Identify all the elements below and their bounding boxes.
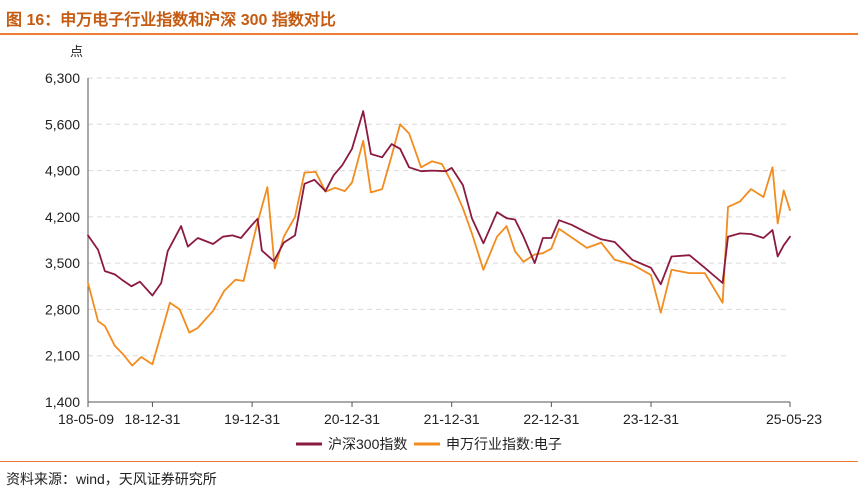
y-tick-label: 4,200 <box>45 209 80 225</box>
title-underline <box>0 33 858 35</box>
y-tick-labels: 1,400 2,100 2,800 3,500 4,200 4,900 5,600 6,300 <box>45 70 80 410</box>
x-tick-label: 21-12-31 <box>424 411 480 427</box>
figure-title: 图 16：申万电子行业指数和沪深 300 指数对比 <box>6 12 336 29</box>
line-chart: 点 1,400 2,100 2,800 3,500 4,200 4,900 5,600 6,3… <box>45 44 822 452</box>
x-tick-label: 25-05-23 <box>766 411 822 427</box>
y-axis-label: 点 <box>70 44 83 59</box>
footer-rule <box>0 461 858 462</box>
axes: 点 <box>70 44 791 407</box>
series-lines <box>87 110 791 367</box>
y-tick-label: 6,300 <box>45 70 80 86</box>
y-tick-label: 1,400 <box>45 394 80 410</box>
x-tick-label: 18-05-09 <box>58 411 114 427</box>
series-line-hs300 <box>87 110 791 297</box>
legend: 沪深300指数 申万行业指数:电子 <box>296 436 562 452</box>
y-tick-label: 4,900 <box>45 163 80 179</box>
x-tick-label: 19-12-31 <box>224 411 280 427</box>
y-tick-label: 5,600 <box>45 116 80 132</box>
y-tick-label: 3,500 <box>45 255 80 271</box>
source-note: 资料来源：wind，天风证券研究所 <box>6 471 217 487</box>
x-tick-label: 22-12-31 <box>523 411 579 427</box>
series-line-sw-electronics <box>87 123 791 367</box>
x-tick-label: 23-12-31 <box>623 411 679 427</box>
legend-label-hs300: 沪深300指数 <box>328 436 407 452</box>
x-tick-labels: 18-05-09 18-12-31 19-12-31 20-12-31 21-12-31… <box>58 411 822 427</box>
chart-area: 点 1,400 2,100 2,800 3,500 4,200 4,900 5,600 6,3… <box>0 36 858 460</box>
x-tick-label: 18-12-31 <box>124 411 180 427</box>
figure-header: 图 16：申万电子行业指数和沪深 300 指数对比 <box>0 0 858 35</box>
y-tick-label: 2,800 <box>45 301 80 317</box>
x-tick-label: 20-12-31 <box>324 411 380 427</box>
y-tick-label: 2,100 <box>45 348 80 364</box>
gridlines <box>88 77 790 357</box>
legend-label-sw-electronics: 申万行业指数:电子 <box>446 436 562 452</box>
